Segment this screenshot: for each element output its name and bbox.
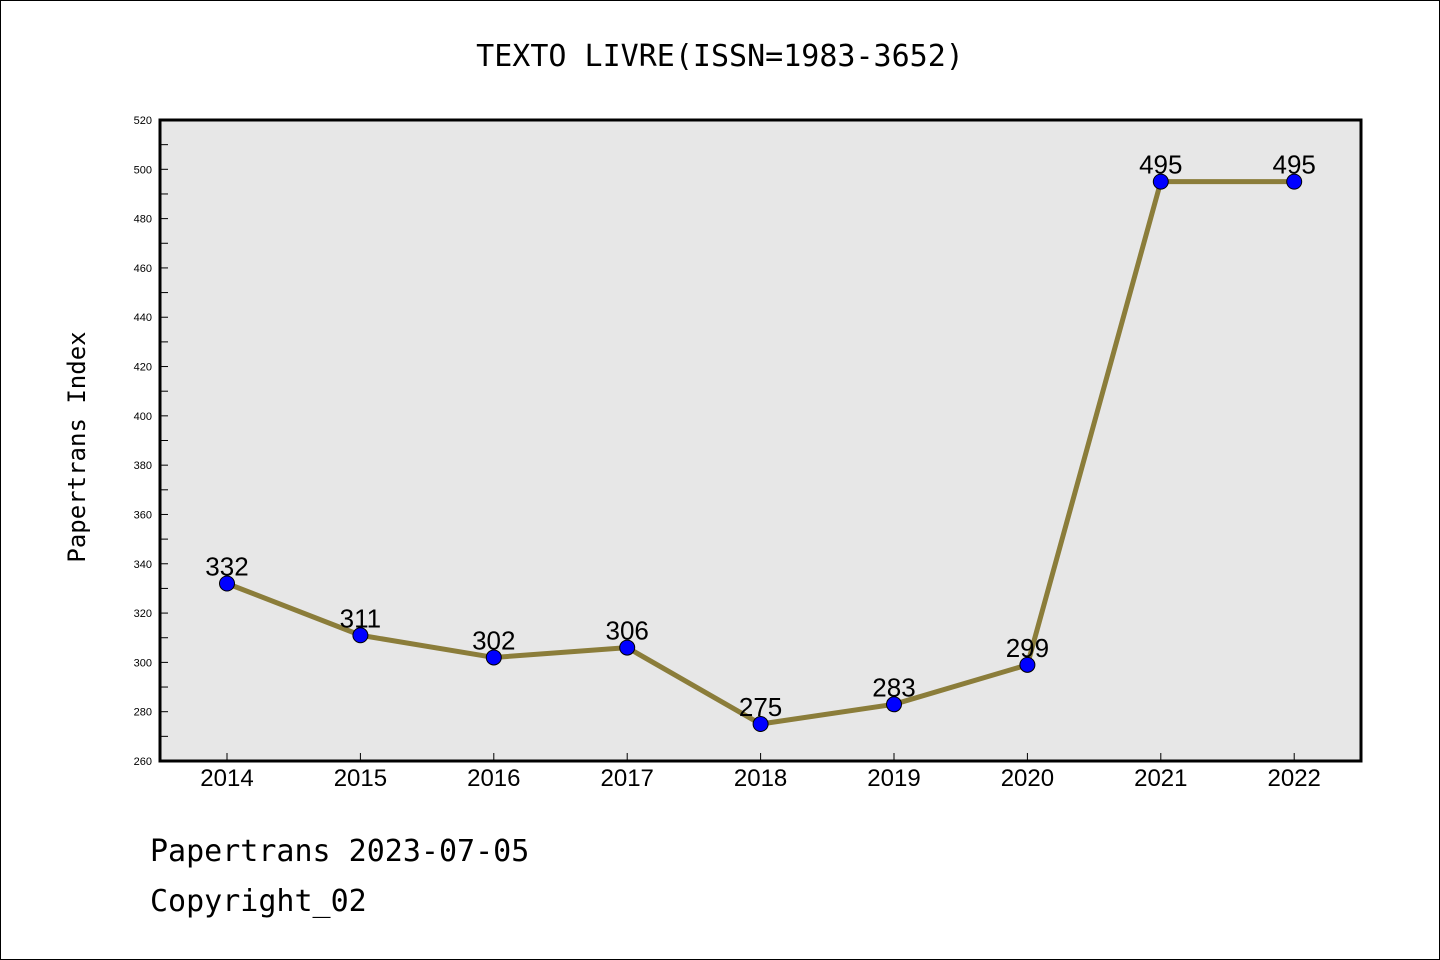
data-point xyxy=(752,716,769,733)
data-label: 302 xyxy=(472,625,515,655)
data-point xyxy=(352,627,369,644)
data-point xyxy=(485,649,502,666)
y-tick-label: 420 xyxy=(134,362,152,374)
x-tick-label: 2020 xyxy=(1001,765,1054,792)
x-tick-label: 2017 xyxy=(601,765,654,792)
data-label: 275 xyxy=(739,692,782,722)
y-tick-label: 440 xyxy=(134,312,152,324)
y-tick-label: 360 xyxy=(134,509,152,521)
chart-title: TEXTO LIVRE(ISSN=1983-3652) xyxy=(476,39,964,74)
data-point xyxy=(886,696,902,713)
plot-border xyxy=(158,118,1363,763)
y-tick-label: 260 xyxy=(134,756,152,768)
y-tick-label: 340 xyxy=(134,559,152,571)
x-tick-label: 2018 xyxy=(734,765,787,792)
data-point xyxy=(1152,173,1169,190)
data-label: 311 xyxy=(340,603,381,633)
y-tick-label: 280 xyxy=(134,707,152,719)
x-tick-label: 2021 xyxy=(1134,765,1187,792)
data-label: 299 xyxy=(1006,633,1049,663)
x-tick-label: 2014 xyxy=(200,765,253,792)
series-line-group: 332 311 302 306 275 283 299 495 495 xyxy=(205,150,1316,733)
data-label: 332 xyxy=(205,551,248,581)
y-tick-label: 380 xyxy=(134,460,152,472)
y-tick-label: 480 xyxy=(134,214,152,226)
axis-ticks: 260 280 300 320 340 360 380 400 420 440 460 480 500 5… xyxy=(134,115,1321,792)
y-axis-label: Papertrans Index xyxy=(63,331,91,562)
x-tick-label: 2016 xyxy=(467,765,520,792)
x-tick-label: 2022 xyxy=(1268,765,1321,792)
data-label: 495 xyxy=(1273,150,1316,180)
footer-copyright: Copyright_02 xyxy=(150,884,367,919)
plot-area xyxy=(160,120,1361,761)
data-point xyxy=(1019,656,1036,673)
x-tick-label: 2019 xyxy=(867,765,920,792)
footer-date: Papertrans 2023-07-05 xyxy=(150,834,530,869)
data-label: 283 xyxy=(872,672,915,702)
data-label: 495 xyxy=(1139,150,1182,180)
data-point xyxy=(1286,173,1303,190)
data-point xyxy=(619,639,636,656)
y-tick-label: 520 xyxy=(134,115,152,127)
x-tick-label: 2015 xyxy=(334,765,387,792)
y-tick-label: 400 xyxy=(134,411,152,423)
y-tick-label: 300 xyxy=(134,657,152,669)
y-tick-label: 500 xyxy=(134,164,152,176)
data-label: 306 xyxy=(606,616,649,646)
data-point xyxy=(219,575,235,592)
y-tick-label: 460 xyxy=(134,263,152,275)
y-tick-label: 320 xyxy=(134,608,152,620)
